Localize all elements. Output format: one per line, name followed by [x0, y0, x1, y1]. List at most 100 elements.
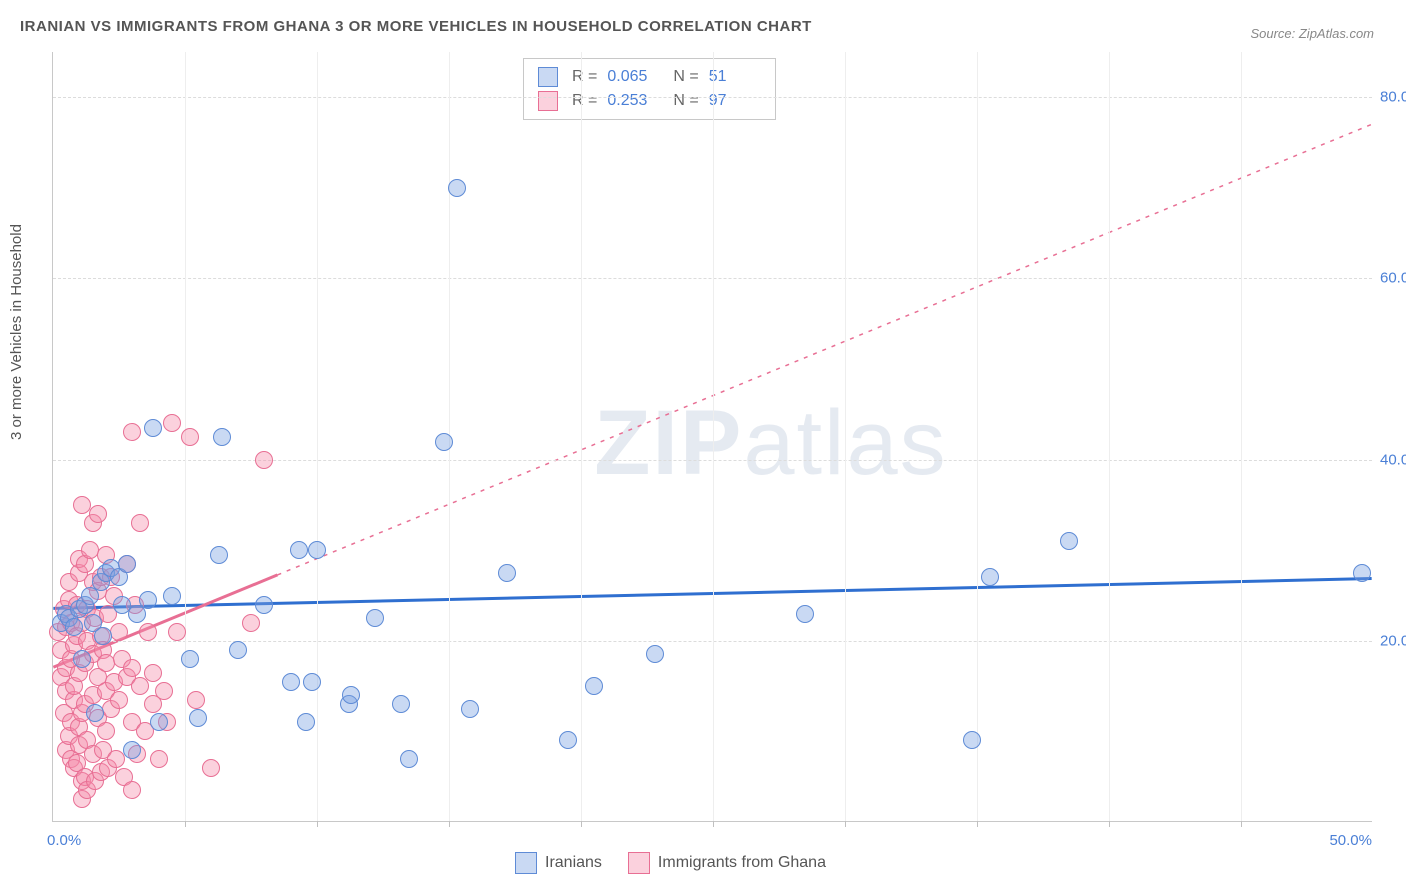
scatter-point-iranians — [448, 179, 466, 197]
r-label: R = — [572, 89, 597, 113]
scatter-point-iranians — [308, 541, 326, 559]
scatter-point-ghana — [255, 451, 273, 469]
y-tick-label: 40.0% — [1380, 451, 1406, 468]
legend-label-ghana: Immigrants from Ghana — [658, 854, 826, 872]
x-tick-min: 0.0% — [47, 832, 81, 849]
y-tick-label: 20.0% — [1380, 632, 1406, 649]
bottom-legend: Iranians Immigrants from Ghana — [515, 852, 826, 874]
legend-item-ghana: Immigrants from Ghana — [628, 852, 826, 874]
n-label: N = — [673, 89, 698, 113]
n-value-iranians: 51 — [709, 65, 761, 89]
watermark-prefix: ZIP — [594, 392, 743, 494]
stats-row-iranians: R = 0.065 N = 51 — [538, 65, 761, 89]
scatter-point-iranians — [297, 713, 315, 731]
scatter-point-ghana — [110, 691, 128, 709]
x-tick-mark — [449, 821, 450, 827]
r-value-iranians: 0.065 — [607, 65, 659, 89]
gridline-v — [1241, 52, 1242, 821]
x-tick-mark — [713, 821, 714, 827]
scatter-point-iranians — [559, 731, 577, 749]
scatter-point-iranians — [646, 645, 664, 663]
scatter-point-ghana — [150, 750, 168, 768]
regression-line-ghana-dashed — [277, 124, 1371, 575]
scatter-point-iranians — [210, 546, 228, 564]
scatter-point-ghana — [155, 682, 173, 700]
legend-item-iranians: Iranians — [515, 852, 602, 874]
scatter-point-iranians — [65, 618, 83, 636]
n-label: N = — [673, 65, 698, 89]
legend-label-iranians: Iranians — [545, 854, 602, 872]
source-label: Source: ZipAtlas.com — [1250, 26, 1374, 41]
watermark: ZIPatlas — [594, 391, 947, 496]
scatter-point-iranians — [342, 686, 360, 704]
scatter-point-ghana — [123, 423, 141, 441]
x-tick-mark — [581, 821, 582, 827]
stats-row-ghana: R = 0.253 N = 97 — [538, 89, 761, 113]
scatter-point-ghana — [123, 781, 141, 799]
scatter-point-iranians — [150, 713, 168, 731]
scatter-point-iranians — [123, 741, 141, 759]
scatter-point-ghana — [181, 428, 199, 446]
scatter-point-ghana — [187, 691, 205, 709]
scatter-point-ghana — [144, 664, 162, 682]
scatter-point-iranians — [118, 555, 136, 573]
scatter-plot: ZIPatlas R =0.065N =51R =0.253N =97 0.0%… — [52, 52, 1372, 822]
scatter-point-iranians — [963, 731, 981, 749]
x-tick-mark — [1241, 821, 1242, 827]
scatter-point-iranians — [796, 605, 814, 623]
chart-title: IRANIAN VS IMMIGRANTS FROM GHANA 3 OR MO… — [20, 18, 812, 35]
scatter-point-ghana — [97, 722, 115, 740]
x-tick-mark — [1109, 821, 1110, 827]
swatch-ghana — [538, 91, 558, 111]
gridline-v — [581, 52, 582, 821]
scatter-point-iranians — [282, 673, 300, 691]
gridline-v — [713, 52, 714, 821]
swatch-iranians — [538, 67, 558, 87]
scatter-point-ghana — [163, 414, 181, 432]
r-value-ghana: 0.253 — [607, 89, 659, 113]
scatter-point-iranians — [1353, 564, 1371, 582]
x-tick-mark — [317, 821, 318, 827]
scatter-point-iranians — [303, 673, 321, 691]
scatter-point-iranians — [139, 591, 157, 609]
scatter-point-iranians — [1060, 532, 1078, 550]
scatter-point-iranians — [213, 428, 231, 446]
legend-swatch-ghana — [628, 852, 650, 874]
scatter-point-ghana — [110, 623, 128, 641]
scatter-point-iranians — [73, 650, 91, 668]
gridline-v — [845, 52, 846, 821]
scatter-point-ghana — [139, 623, 157, 641]
scatter-point-iranians — [163, 587, 181, 605]
gridline-v — [1109, 52, 1110, 821]
x-tick-mark — [185, 821, 186, 827]
n-value-ghana: 97 — [709, 89, 761, 113]
scatter-point-iranians — [290, 541, 308, 559]
scatter-point-ghana — [242, 614, 260, 632]
r-label: R = — [572, 65, 597, 89]
scatter-point-iranians — [255, 596, 273, 614]
scatter-point-iranians — [981, 568, 999, 586]
scatter-point-ghana — [168, 623, 186, 641]
y-tick-label: 60.0% — [1380, 270, 1406, 287]
scatter-point-iranians — [366, 609, 384, 627]
y-axis-label: 3 or more Vehicles in Household — [8, 224, 25, 440]
scatter-point-iranians — [392, 695, 410, 713]
scatter-point-iranians — [181, 650, 199, 668]
x-tick-max: 50.0% — [1329, 832, 1372, 849]
scatter-point-iranians — [585, 677, 603, 695]
scatter-point-ghana — [131, 514, 149, 532]
x-tick-mark — [845, 821, 846, 827]
scatter-point-ghana — [131, 677, 149, 695]
gridline-v — [317, 52, 318, 821]
y-tick-label: 80.0% — [1380, 89, 1406, 106]
scatter-point-iranians — [435, 433, 453, 451]
scatter-point-iranians — [144, 419, 162, 437]
x-tick-mark — [977, 821, 978, 827]
scatter-point-iranians — [86, 704, 104, 722]
stats-legend-box: R = 0.065 N = 51 R = 0.253 N = 97 — [523, 58, 776, 120]
legend-swatch-iranians — [515, 852, 537, 874]
scatter-point-ghana — [123, 659, 141, 677]
scatter-point-ghana — [89, 505, 107, 523]
gridline-v — [977, 52, 978, 821]
scatter-point-iranians — [461, 700, 479, 718]
